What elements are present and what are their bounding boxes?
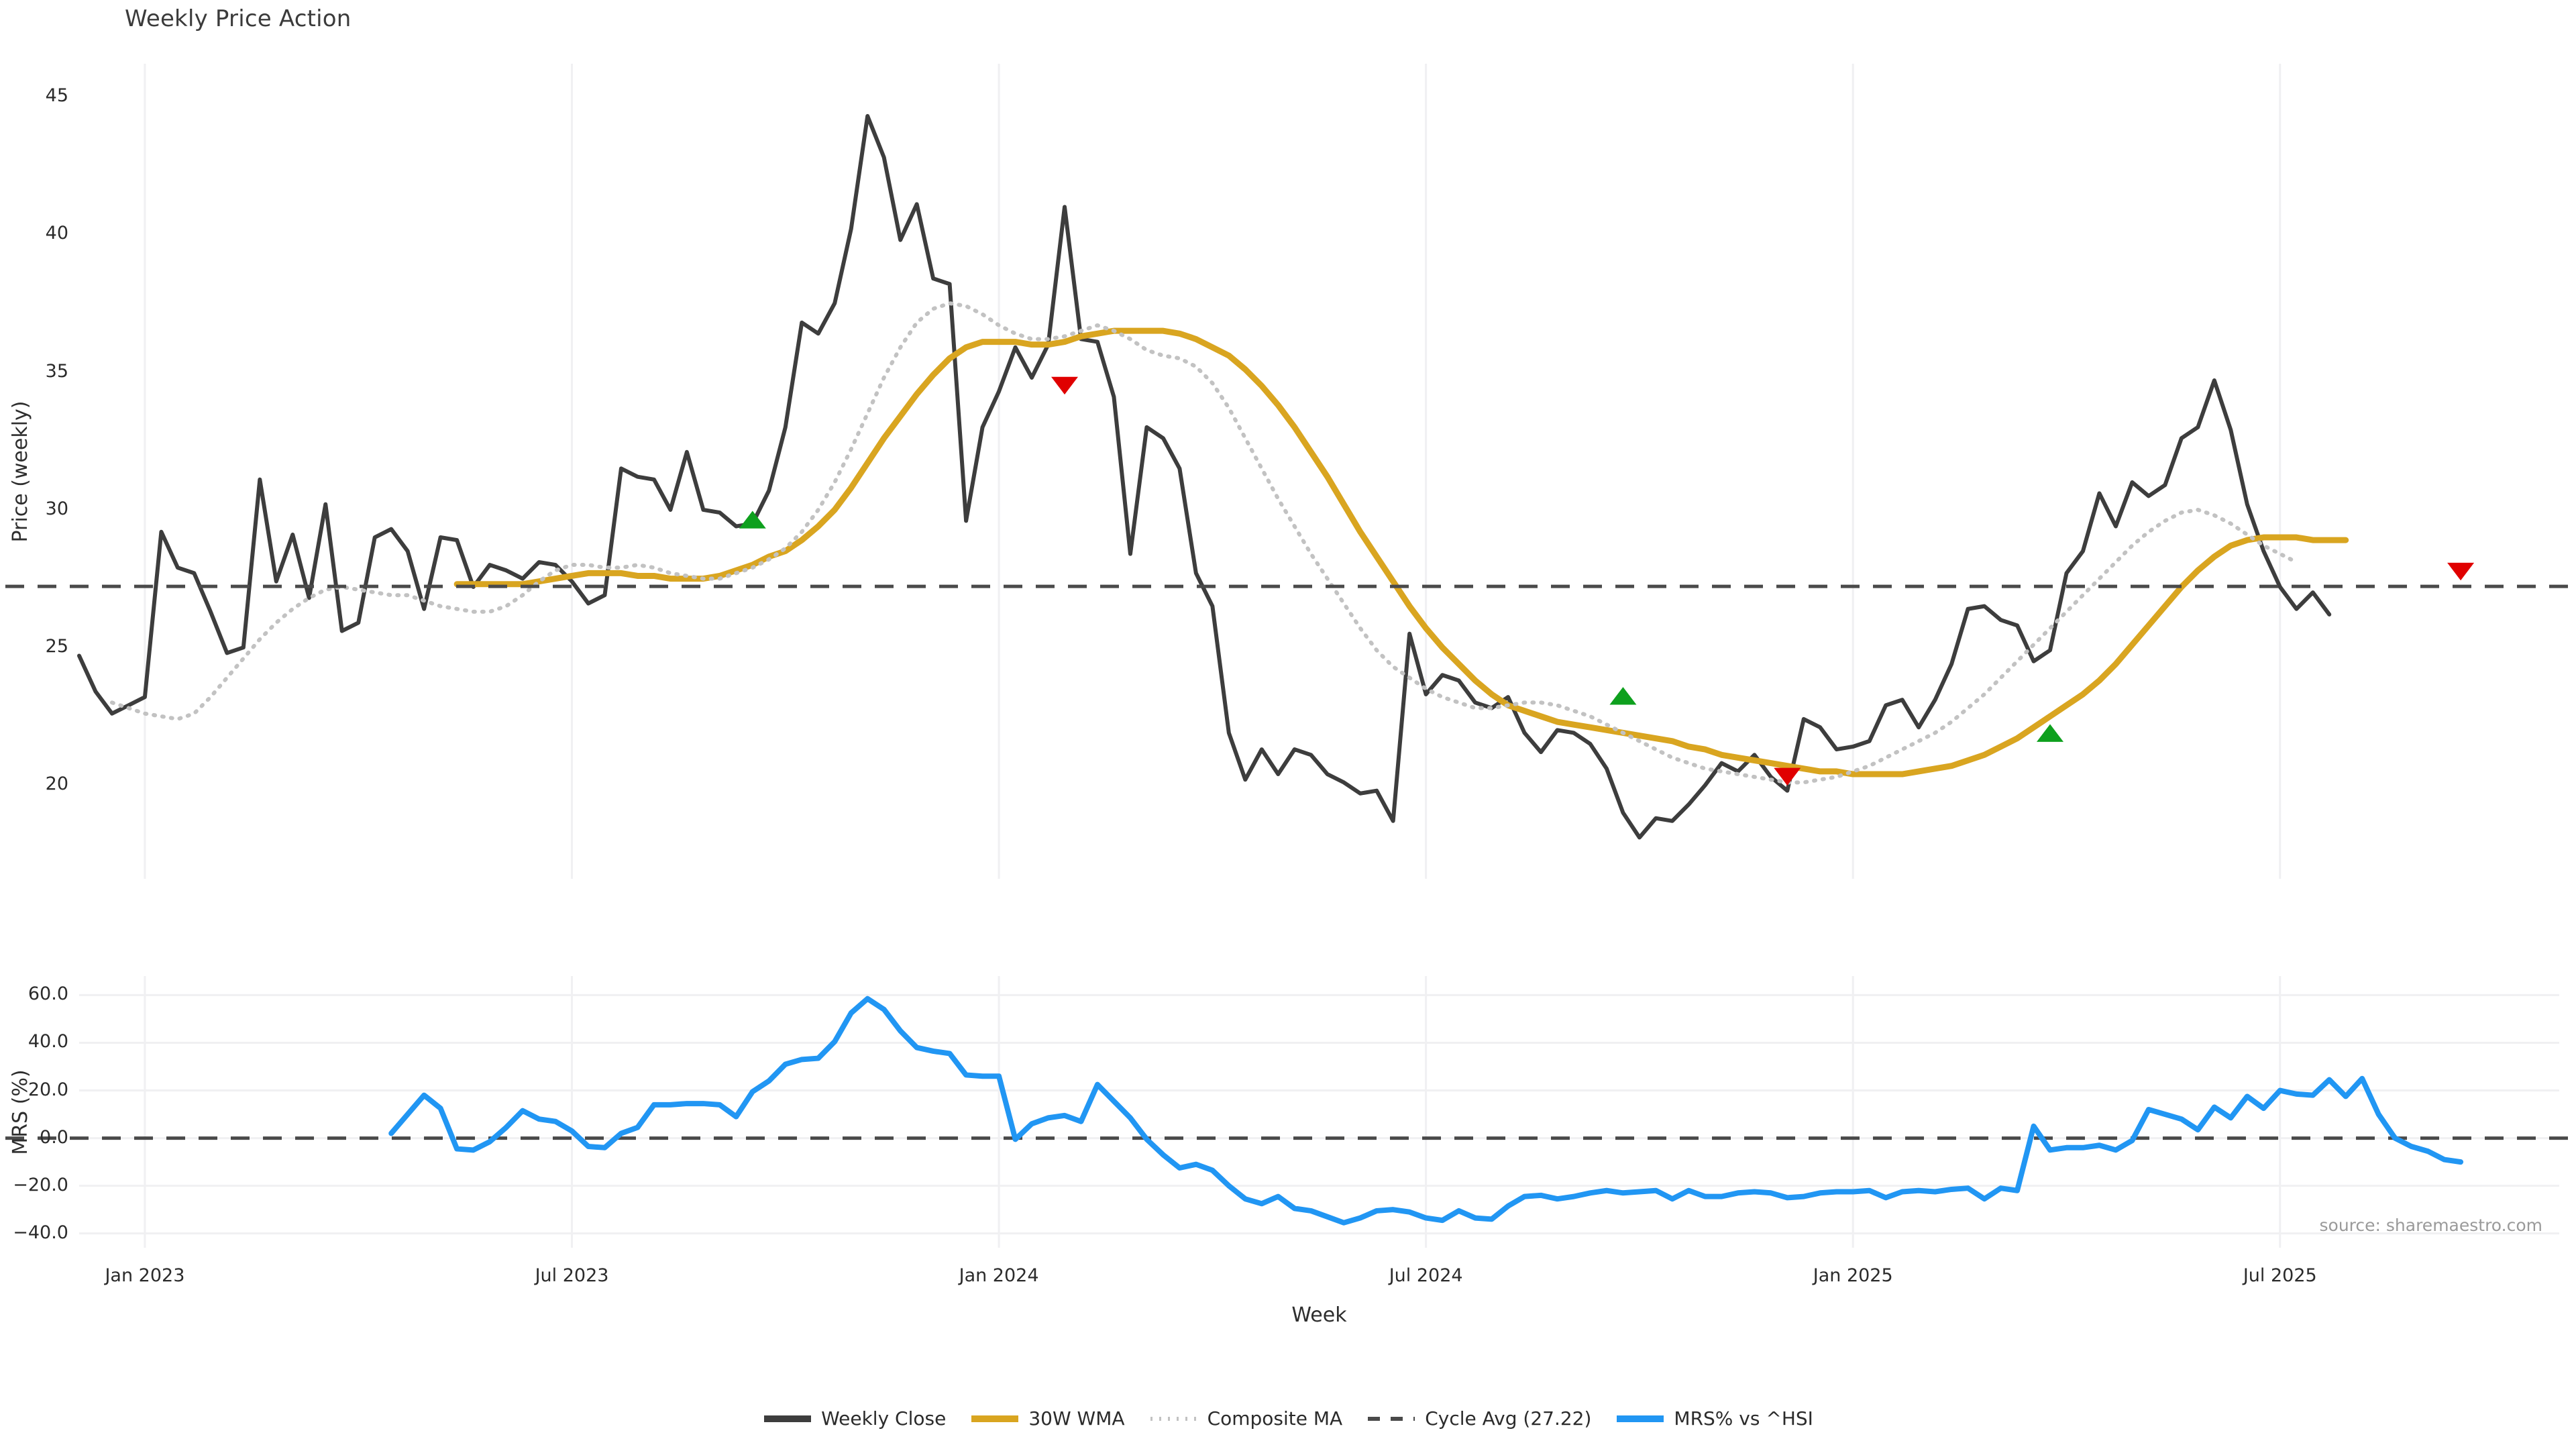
week-x-tick: Jan 2025 <box>1813 1265 1893 1286</box>
series-line <box>453 327 2349 777</box>
mrs-axis-label: MRS (%) <box>9 1069 32 1155</box>
price-y-tick: 20 <box>45 773 68 795</box>
series-line <box>388 996 2464 1226</box>
price-y-tick: 30 <box>45 498 68 519</box>
source-attribution: source: sharemaestro.com <box>2319 1216 2543 1235</box>
mrs-y-tick: 20.0 <box>28 1079 68 1100</box>
legend-label: Composite MA <box>1207 1407 1343 1430</box>
buy-signal-marker <box>2037 724 2064 742</box>
legend-label: Cycle Avg (27.22) <box>1425 1407 1592 1430</box>
buy-signal-marker <box>739 511 766 529</box>
mrs-y-tick: −20.0 <box>13 1174 68 1195</box>
chart-legend: Weekly Close 30W WMA Composite MA Cycle Avg… <box>0 1407 2576 1430</box>
legend-swatch-dotted-icon <box>1149 1410 1199 1428</box>
legend-swatch-solid-icon <box>970 1410 1020 1428</box>
legend-item[interactable]: Cycle Avg (27.22) <box>1366 1407 1591 1430</box>
legend-swatch-dashed-icon <box>1366 1410 1416 1428</box>
legend-item[interactable]: 30W WMA <box>970 1407 1125 1430</box>
price-y-tick: 45 <box>45 85 68 107</box>
mrs-y-tick: 40.0 <box>28 1031 68 1053</box>
buy-signal-marker <box>1609 687 1637 705</box>
week-x-tick: Jan 2024 <box>959 1265 1039 1286</box>
week-x-tick: Jul 2023 <box>535 1265 609 1286</box>
series-line <box>77 113 2332 840</box>
mrs-y-tick: 60.0 <box>28 983 68 1005</box>
sell-signal-marker <box>1051 376 1079 395</box>
week-x-tick: Jan 2023 <box>105 1265 185 1286</box>
price-y-tick: 35 <box>45 360 68 382</box>
chart-title: Weekly Price Action <box>125 5 352 32</box>
legend-label: Weekly Close <box>821 1407 947 1430</box>
legend-swatch-solid-icon <box>1615 1410 1665 1428</box>
week-x-tick: Jul 2024 <box>1389 1265 1463 1286</box>
sell-signal-marker <box>2447 562 2475 581</box>
legend-swatch-solid-icon <box>763 1410 812 1428</box>
price-y-tick: 25 <box>45 636 68 657</box>
legend-item[interactable]: Composite MA <box>1149 1407 1343 1430</box>
legend-item[interactable]: Weekly Close <box>763 1407 946 1430</box>
week-axis-label: Week <box>1291 1303 1347 1327</box>
series-line <box>109 301 2299 785</box>
price-axis-label: Price (weekly) <box>9 400 32 543</box>
mrs-y-tick: 0.0 <box>40 1126 68 1148</box>
legend-label: MRS% vs ^HSI <box>1674 1407 1813 1430</box>
price-y-tick: 40 <box>45 223 68 244</box>
legend-item[interactable]: MRS% vs ^HSI <box>1615 1407 1813 1430</box>
week-x-tick: Jul 2025 <box>2243 1265 2317 1286</box>
sell-signal-marker <box>1774 767 1801 786</box>
mrs-y-tick: −40.0 <box>13 1222 68 1243</box>
legend-label: 30W WMA <box>1028 1407 1125 1430</box>
